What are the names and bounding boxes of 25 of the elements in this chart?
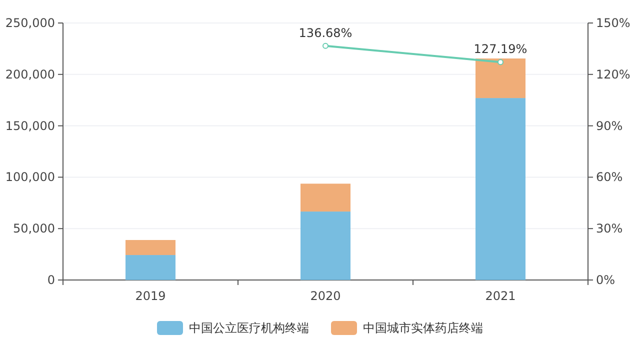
y2-tick-label: 150% <box>596 16 630 30</box>
y-tick-label: 150,000 <box>5 118 55 133</box>
y2-tick-label: 60% <box>596 170 623 184</box>
bar <box>300 212 350 280</box>
x-tick-label: 2020 <box>310 289 341 303</box>
bar <box>476 98 526 280</box>
legend-label: 中国城市实体药店终端 <box>363 321 483 335</box>
y-tick-label: 250,000 <box>5 16 55 30</box>
y2-tick-label: 120% <box>596 67 630 82</box>
y-tick-label: 0 <box>47 273 55 287</box>
data-label: 127.19% <box>474 42 528 56</box>
data-label: 136.68% <box>298 26 352 40</box>
legend-label: 中国公立医疗机构终端 <box>189 321 309 335</box>
y2-tick-label: 90% <box>596 118 623 133</box>
bar <box>126 255 176 280</box>
y2-tick-label: 30% <box>596 222 623 236</box>
y-tick-label: 100,000 <box>5 170 55 184</box>
y-tick-label: 50,000 <box>13 222 55 236</box>
bar <box>476 58 526 98</box>
y-tick-label: 200,000 <box>5 67 55 82</box>
bar <box>126 240 176 256</box>
bar <box>300 184 350 212</box>
y2-tick-label: 0% <box>596 273 616 287</box>
x-tick-label: 2019 <box>135 289 166 303</box>
x-tick-label: 2021 <box>485 289 516 303</box>
